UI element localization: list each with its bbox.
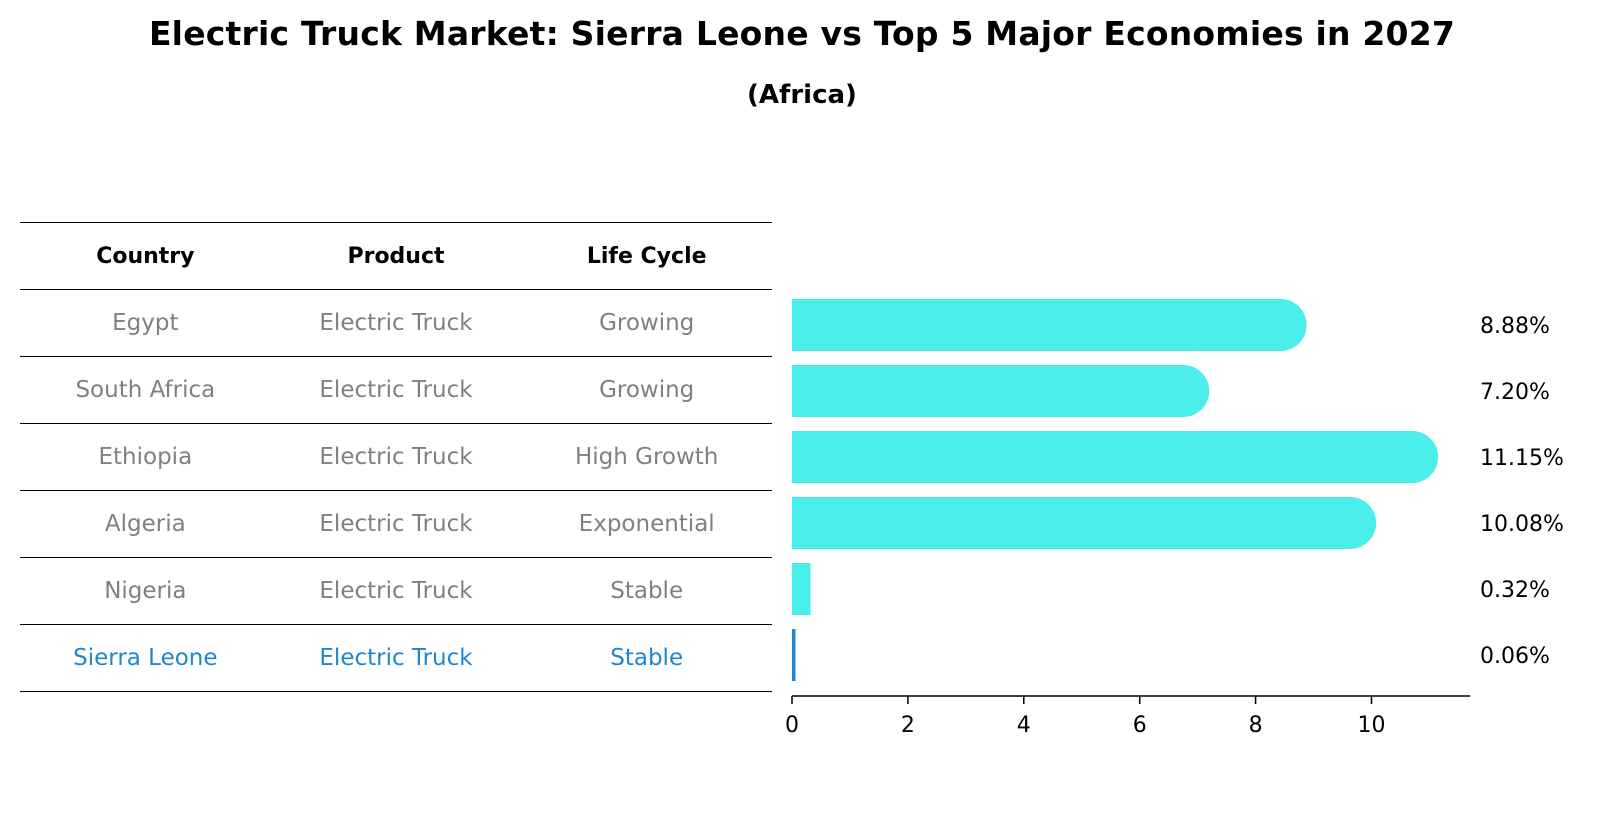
- x-tick-label: 2: [901, 713, 915, 738]
- table-header-row: Country Product Life Cycle: [20, 222, 772, 289]
- bar: [792, 365, 1210, 417]
- x-tick-label: 10: [1357, 713, 1385, 738]
- cell-life-cycle: Stable: [610, 645, 684, 671]
- table-row: Ethiopia Electric Truck High Growth: [20, 423, 772, 490]
- bar-value-label: 10.08%: [1480, 512, 1564, 537]
- cell-product: Electric Truck: [319, 444, 473, 470]
- header-life-cycle: Life Cycle: [586, 243, 707, 269]
- bar-highlight: [792, 629, 796, 681]
- table-row: Egypt Electric Truck Growing: [20, 289, 772, 356]
- bar-value-label: 8.88%: [1480, 314, 1550, 339]
- cell-product: Electric Truck: [319, 511, 473, 537]
- cell-life-cycle: Stable: [610, 578, 684, 604]
- cell-country: Algeria: [104, 511, 186, 537]
- table-row: South Africa Electric Truck Growing: [20, 356, 772, 423]
- cell-country: South Africa: [75, 377, 216, 403]
- bar: [792, 497, 1377, 549]
- header-product: Product: [347, 243, 445, 269]
- cell-product: Electric Truck: [319, 377, 473, 403]
- chart-title: Electric Truck Market: Sierra Leone vs T…: [148, 14, 1456, 53]
- cell-country: Ethiopia: [98, 444, 193, 470]
- cell-country: Sierra Leone: [73, 645, 218, 671]
- x-tick-label: 4: [1017, 713, 1031, 738]
- header-country: Country: [96, 243, 195, 269]
- x-tick-label: 6: [1133, 713, 1147, 738]
- cell-country: Egypt: [112, 310, 179, 336]
- cell-life-cycle: Growing: [599, 310, 695, 336]
- bar: [792, 563, 811, 615]
- chart-subtitle: (Africa): [747, 80, 857, 110]
- x-tick-label: 0: [785, 713, 799, 738]
- cell-product: Electric Truck: [319, 310, 473, 336]
- bar: [792, 431, 1439, 483]
- bar-value-label: 11.15%: [1480, 446, 1564, 471]
- cell-product: Electric Truck: [319, 645, 473, 671]
- cell-product: Electric Truck: [319, 578, 473, 604]
- cell-life-cycle: Growing: [599, 377, 695, 403]
- table-row: Algeria Electric Truck Exponential: [20, 490, 772, 557]
- x-tick-label: 8: [1249, 713, 1263, 738]
- table-row: Nigeria Electric Truck Stable: [20, 557, 772, 624]
- cell-life-cycle: High Growth: [574, 444, 719, 470]
- bar-value-label: 7.20%: [1480, 380, 1550, 405]
- bar-value-label: 0.32%: [1480, 578, 1550, 603]
- data-table: Country Product Life Cycle Egypt Electri…: [20, 222, 772, 692]
- bar-value-label: 0.06%: [1480, 644, 1550, 669]
- table-row-highlight: Sierra Leone Electric Truck Stable: [20, 624, 772, 692]
- bar: [792, 299, 1307, 351]
- cell-country: Nigeria: [104, 578, 187, 604]
- cell-life-cycle: Exponential: [578, 511, 715, 537]
